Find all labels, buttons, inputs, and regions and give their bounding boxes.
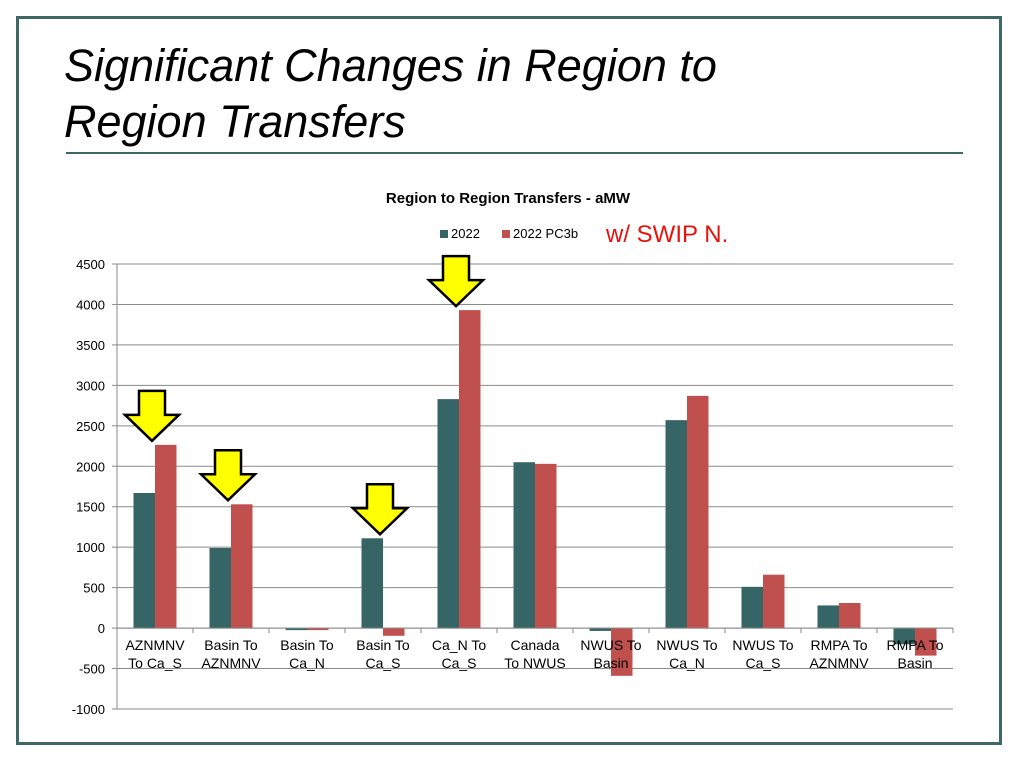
x-category-label: Canada [510,637,559,653]
highlight-arrow-icon [197,449,259,503]
y-tick-label: 4000 [76,297,105,312]
x-category-label: To NWUS [504,655,565,671]
x-category-label: Ca_S [441,655,476,671]
x-category-label: AZNMNV [809,655,869,671]
y-tick-label: 2000 [76,459,105,474]
y-tick-label: 2500 [76,419,105,434]
bar-pc3b [611,628,633,676]
x-category-label: AZNMNV [201,655,261,671]
bar-pc3b [687,395,709,629]
x-category-label: AZNMNV [125,637,185,653]
y-tick-label: -1000 [72,702,105,717]
x-category-label: Ca_N [289,655,325,671]
chart-title: Region to Region Transfers - aMW [386,190,631,207]
x-category-label: Ca_N To [432,637,486,653]
title-divider [66,152,963,154]
legend-swatch-2022 [440,230,448,238]
bar-2022 [513,462,535,629]
y-tick-label: 1000 [76,540,105,555]
highlight-arrow-icon [349,483,411,537]
bar-2022 [665,420,687,629]
y-tick-label: 0 [98,621,105,636]
slide-title-line-1: Significant Changes in Region to [64,40,717,91]
slide-title-line-2: Region Transfers [64,96,406,147]
slide-title: Significant Changes in Region to Region … [64,38,964,150]
y-tick-label: 4500 [76,257,105,272]
x-category-label: NWUS To [732,637,793,653]
legend-label-pc3b: 2022 PC3b [513,226,578,241]
y-tick-label: 500 [83,581,105,596]
bar-2022 [589,628,611,631]
highlight-arrow-icon [121,389,183,443]
swip-annotation: w/ SWIP N. [606,221,729,248]
x-category-label: Basin [897,655,932,671]
y-tick-label: -500 [79,662,105,677]
slide-frame [16,16,1002,745]
x-category-label: RMPA To [810,637,867,653]
bar-2022 [741,586,763,629]
bar-pc3b [915,628,937,656]
x-category-label: Basin [593,655,628,671]
bar-pc3b [231,504,253,629]
x-category-label: NWUS To [656,637,717,653]
bar-pc3b [459,310,481,629]
x-category-label: RMPA To [886,637,943,653]
bar-2022 [209,547,231,629]
x-category-label: Ca_S [745,655,780,671]
bar-2022 [893,628,915,645]
highlight-arrow-icon [425,254,487,308]
bar-2022 [285,628,307,631]
bar-pc3b [839,603,861,629]
x-category-label: Basin To [280,637,334,653]
y-tick-label: 3500 [76,338,105,353]
x-category-label: Ca_S [365,655,400,671]
bar-2022 [817,605,839,629]
x-category-label: Basin To [204,637,258,653]
bar-pc3b [155,444,177,629]
legend-swatch-pc3b [502,230,510,238]
bar-2022 [133,492,155,629]
bar-pc3b [763,574,785,629]
x-category-label: To Ca_S [128,655,182,671]
y-tick-label: 1500 [76,500,105,515]
y-tick-label: 3000 [76,378,105,393]
bar-2022 [437,399,459,629]
bar-pc3b [535,463,557,629]
bar-pc3b [307,628,329,631]
x-category-label: NWUS To [580,637,641,653]
x-category-label: Basin To [356,637,410,653]
bar-pc3b [383,628,405,636]
bar-2022 [361,538,383,629]
x-category-label: Ca_N [669,655,705,671]
legend-label-2022: 2022 [451,226,480,241]
